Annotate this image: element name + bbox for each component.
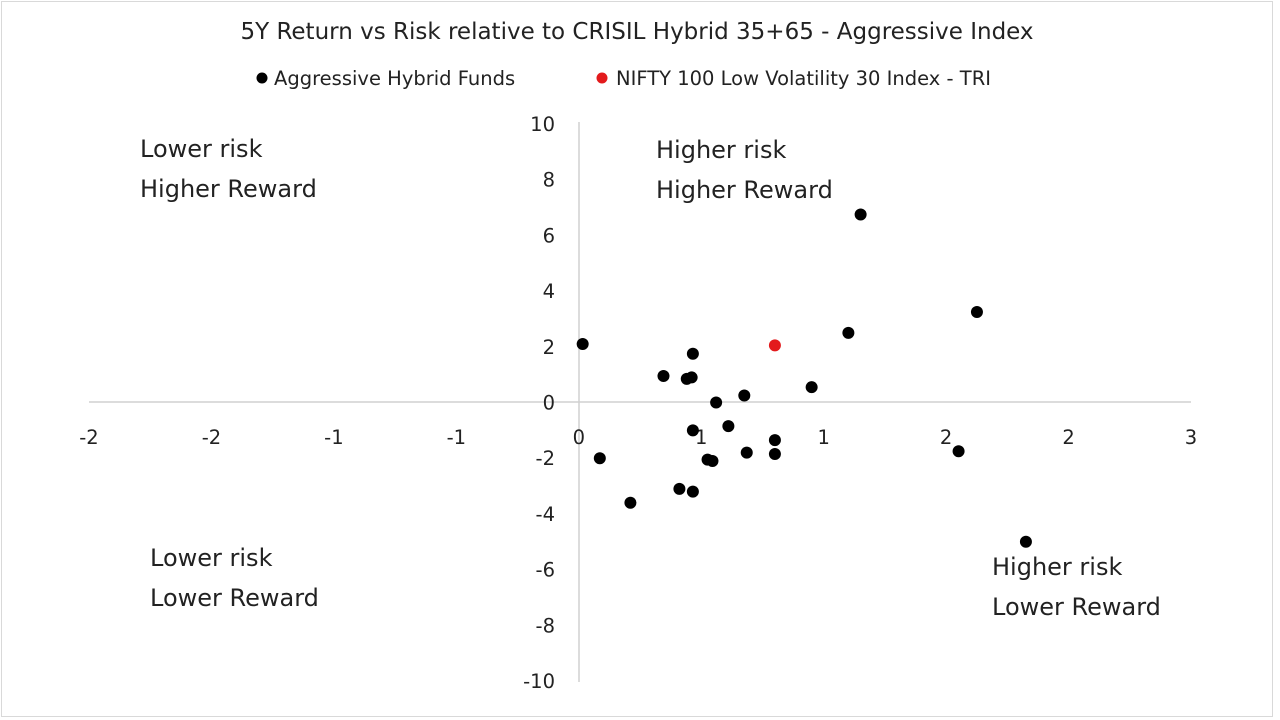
x-tick-label: 2: [1062, 426, 1074, 449]
point-aggressive-hybrid-fund: [1019, 535, 1032, 548]
y-tick-label: -2: [536, 447, 555, 470]
x-tick-label: -1: [447, 426, 466, 449]
point-aggressive-hybrid-fund: [686, 485, 699, 498]
quadrant-labels: Lower risk Higher Reward Higher risk Hig…: [140, 135, 1161, 621]
point-aggressive-hybrid-fund: [854, 208, 867, 221]
y-tick-label: 10: [530, 113, 555, 136]
quadrant-label-bottom-right-line2: Lower Reward: [992, 593, 1161, 621]
x-tick-label: 1: [817, 426, 829, 449]
x-tick-label: -2: [79, 426, 98, 449]
quadrant-label-top-right-line1: Higher risk: [656, 136, 786, 164]
y-tick-label: -10: [523, 670, 555, 693]
point-aggressive-hybrid-fund: [740, 446, 753, 459]
y-tick-label: -8: [536, 614, 555, 637]
point-aggressive-hybrid-fund: [970, 305, 983, 318]
point-aggressive-hybrid-fund: [657, 370, 670, 383]
point-aggressive-hybrid-fund: [624, 496, 637, 509]
quadrant-label-bottom-left-line1: Lower risk: [150, 544, 273, 572]
x-tick-label: -2: [202, 426, 221, 449]
point-aggressive-hybrid-fund: [738, 389, 751, 402]
x-tick-label: -1: [324, 426, 343, 449]
point-aggressive-hybrid-fund: [685, 371, 698, 384]
y-tick-label: 6: [543, 224, 555, 247]
point-aggressive-hybrid-fund: [710, 396, 723, 409]
y-tick-label: 0: [543, 392, 555, 415]
y-tick-label: -4: [536, 503, 555, 526]
y-tick-label: 4: [543, 280, 555, 303]
y-tick-label: 2: [543, 336, 555, 359]
point-aggressive-hybrid-fund: [952, 445, 965, 458]
y-tick-label: -6: [536, 559, 555, 582]
point-aggressive-hybrid-fund: [768, 434, 781, 447]
x-tick-label: 2: [940, 426, 952, 449]
x-tick-labels: -2 -2 -1 -1 0 1 1 2 2 3: [79, 426, 1197, 449]
quadrant-label-bottom-left-line2: Lower Reward: [150, 584, 319, 612]
legend-marker-nifty-100-low-volatility: [596, 72, 608, 84]
x-tick-label: 0: [573, 426, 585, 449]
point-aggressive-hybrid-fund: [686, 347, 699, 360]
x-tick-label: 3: [1185, 426, 1197, 449]
legend-marker-aggressive-hybrid-funds: [256, 72, 268, 84]
y-tick-label: 8: [543, 169, 555, 192]
point-aggressive-hybrid-fund: [842, 326, 855, 339]
y-tick-labels: 10 8 6 4 2 0 -2 -4 -6 -8 -10: [523, 113, 555, 693]
quadrant-label-top-left-line1: Lower risk: [140, 135, 263, 163]
quadrant-label-top-right-line2: Higher Reward: [656, 176, 833, 204]
legend-entry-nifty-100-low-volatility: NIFTY 100 Low Volatility 30 Index - TRI: [596, 67, 991, 90]
axes: [89, 122, 1191, 682]
point-aggressive-hybrid-fund: [805, 381, 818, 394]
legend-entry-aggressive-hybrid-funds: Aggressive Hybrid Funds: [256, 67, 515, 90]
point-aggressive-hybrid-fund: [722, 420, 735, 433]
point-aggressive-hybrid-fund: [673, 482, 686, 495]
quadrant-label-top-left-line2: Higher Reward: [140, 175, 317, 203]
quadrant-label-bottom-right-line1: Higher risk: [992, 553, 1122, 581]
data-points: [576, 208, 1032, 548]
point-aggressive-hybrid-fund: [768, 448, 781, 461]
legend: Aggressive Hybrid Funds NIFTY 100 Low Vo…: [256, 67, 991, 90]
point-aggressive-hybrid-fund: [593, 452, 606, 465]
chart-title: 5Y Return vs Risk relative to CRISIL Hyb…: [240, 19, 1033, 45]
point-aggressive-hybrid-fund: [576, 338, 589, 351]
point-aggressive-hybrid-fund: [706, 454, 719, 467]
point-aggressive-hybrid-fund: [686, 424, 699, 437]
legend-label-nifty-100-low-volatility: NIFTY 100 Low Volatility 30 Index - TRI: [616, 67, 991, 90]
point-nifty-100-low-volatility: [768, 339, 781, 352]
legend-label-aggressive-hybrid-funds: Aggressive Hybrid Funds: [274, 67, 515, 90]
